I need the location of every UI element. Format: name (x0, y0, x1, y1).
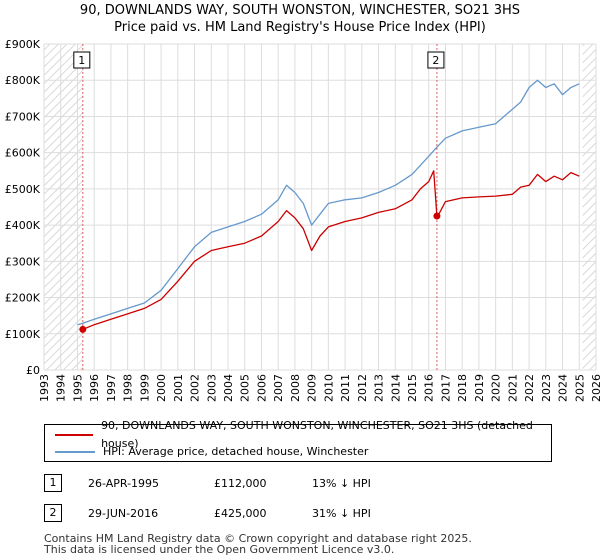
sale-point (433, 212, 441, 220)
x-tick-label: 2005 (239, 374, 252, 402)
x-tick-label: 2015 (406, 374, 419, 402)
y-tick-label: £200K (5, 292, 41, 305)
chart-title-line2: Price paid vs. HM Land Registry's House … (114, 20, 486, 35)
y-tick-label: £500K (5, 183, 41, 196)
legend-swatch-property (55, 434, 94, 436)
x-tick-label: 2004 (222, 374, 235, 402)
x-tick-label: 1994 (55, 374, 68, 402)
x-tick-label: 2008 (289, 374, 302, 402)
x-tick-label: 2018 (456, 374, 469, 402)
legend: 90, DOWNLANDS WAY, SOUTH WONSTON, WINCHE… (44, 419, 552, 462)
y-tick-label: £800K (5, 74, 41, 87)
x-tick-label: 2017 (439, 374, 452, 402)
sale-marker-label: 1 (78, 54, 85, 67)
transaction-number-badge: 1 (44, 474, 62, 492)
x-tick-label: 2003 (205, 374, 218, 402)
legend-label-property: 90, DOWNLANDS WAY, SOUTH WONSTON, WINCHE… (101, 419, 533, 450)
x-tick-label: 2006 (255, 374, 268, 402)
sale-point (79, 325, 87, 333)
transaction-date: 26-APR-1995 (88, 477, 160, 490)
transaction-hpi-diff: 31% ↓ HPI (312, 507, 371, 520)
transaction-price: £112,000 (214, 477, 267, 490)
x-tick-label: 1997 (105, 374, 118, 402)
transaction-price: £425,000 (214, 507, 267, 520)
x-tick-label: 2011 (339, 374, 352, 402)
x-tick-label: 1995 (71, 374, 84, 402)
footer-copyright: Contains HM Land Registry data © Crown c… (44, 532, 472, 545)
x-tick-label: 2024 (557, 374, 570, 402)
x-tick-label: 2001 (172, 374, 185, 402)
x-tick-label: 2010 (322, 374, 335, 402)
x-tick-label: 2000 (155, 374, 168, 402)
x-tick-label: 1993 (38, 374, 51, 402)
x-tick-label: 2007 (272, 374, 285, 402)
sale-marker-box (73, 51, 91, 69)
legend-label-hpi: HPI: Average price, detached house, Winc… (103, 445, 369, 458)
y-tick-label: £700K (5, 110, 41, 123)
x-tick-label: 2002 (189, 374, 202, 402)
legend-swatch-hpi (55, 451, 95, 453)
hatched-region (44, 44, 83, 370)
x-tick-label: 2014 (389, 374, 402, 402)
x-tick-label: 2023 (540, 374, 553, 402)
y-tick-label: £100K (5, 328, 41, 341)
legend-item-property: 90, DOWNLANDS WAY, SOUTH WONSTON, WINCHE… (55, 419, 551, 450)
legend-item-hpi: HPI: Average price, detached house, Winc… (55, 443, 368, 461)
x-tick-label: 2021 (506, 374, 519, 402)
x-tick-label: 2020 (490, 374, 503, 402)
price-paid-line (82, 170, 580, 331)
hpi-line (77, 79, 580, 326)
x-tick-label: 2009 (306, 374, 319, 402)
x-tick-label: 2022 (523, 374, 536, 402)
x-tick-label: 2026 (590, 374, 600, 402)
y-tick-label: £400K (5, 219, 41, 232)
x-tick-label: 2019 (473, 374, 486, 402)
x-tick-label: 2012 (356, 374, 369, 402)
y-tick-label: £0 (26, 364, 40, 377)
x-tick-label: 1996 (88, 374, 101, 402)
footer-licence: This data is licensed under the Open Gov… (44, 543, 395, 556)
transaction-number-badge: 2 (44, 504, 62, 522)
x-tick-label: 2025 (573, 374, 586, 402)
y-tick-label: £300K (5, 255, 41, 268)
transaction-hpi-diff: 13% ↓ HPI (312, 477, 371, 490)
sale-marker-box (427, 51, 445, 69)
y-tick-label: £600K (5, 147, 41, 160)
x-tick-label: 2013 (373, 374, 386, 402)
hatched-region (582, 44, 596, 370)
y-tick-label: £900K (5, 38, 41, 51)
x-tick-label: 1998 (122, 374, 135, 402)
chart-title-line1: 90, DOWNLANDS WAY, SOUTH WONSTON, WINCHE… (79, 3, 521, 18)
transaction-date: 29-JUN-2016 (88, 507, 159, 520)
price-chart: £0 £100K £200K £300K £400K £500K £600K £700K £80… (5, 38, 600, 402)
x-tick-label: 1999 (138, 374, 151, 402)
sale-marker-label: 2 (432, 54, 439, 67)
x-tick-label: 2016 (423, 374, 436, 402)
